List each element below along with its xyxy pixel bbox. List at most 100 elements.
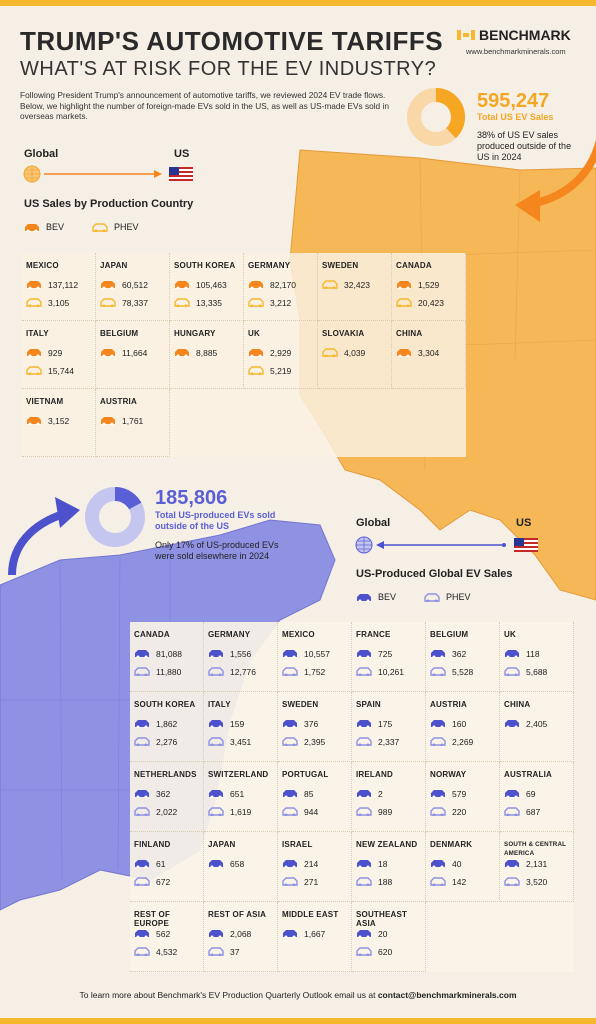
phev-row: 5,528 [430, 665, 499, 678]
bev-car-icon [134, 929, 150, 939]
bev-row: 137,112 [26, 278, 95, 291]
phev-row: 271 [282, 875, 351, 888]
bev-row: 8,885 [174, 346, 243, 359]
bev-value: 137,112 [48, 279, 79, 290]
phev-car-icon [134, 737, 150, 747]
country-cell: GERMANY 1,556 12,776 [204, 622, 278, 692]
bev-value: 8,885 [196, 347, 218, 358]
bev-car-icon [100, 348, 116, 358]
phev-row: 3,105 [26, 296, 95, 309]
bev-value: 562 [156, 928, 171, 939]
country-name: MEXICO [26, 261, 59, 270]
country-cell: IRELAND 2 989 [352, 762, 426, 832]
country-cell: SWEDEN 32,423 [318, 253, 392, 321]
bev-value: 20 [378, 928, 388, 939]
bev-value: 61 [156, 858, 166, 869]
bev-car-icon [248, 280, 264, 290]
bev-value: 10,557 [304, 648, 330, 659]
logo-text: BENCHMARK [479, 27, 571, 43]
us-flag-icon [514, 538, 538, 552]
phev-car-icon [26, 366, 42, 376]
country-name: CHINA [504, 700, 531, 709]
country-name: SPAIN [356, 700, 381, 709]
phev-value: 989 [378, 806, 393, 817]
phev-value: 5,219 [270, 365, 292, 376]
country-cell: SOUTHEAST ASIA 20 620 [352, 902, 426, 972]
bev-value: 60,512 [122, 279, 148, 290]
phev-car-icon [430, 877, 446, 887]
arrow-left-icon [376, 541, 384, 549]
bev-row: 61 [134, 857, 203, 870]
bev-row: 1,667 [282, 927, 351, 940]
flow-from-label: Global [24, 148, 59, 160]
country-name: PORTUGAL [282, 770, 329, 779]
bev-row: 3,304 [396, 346, 465, 359]
phev-value: 3,451 [230, 736, 252, 747]
phev-row: 1,619 [208, 805, 277, 818]
phev-car-icon [322, 280, 338, 290]
phev-car-icon [134, 947, 150, 957]
phev-value: 271 [304, 876, 319, 887]
country-name: SWITZERLAND [208, 770, 269, 779]
phev-row: 3,451 [208, 735, 277, 748]
phev-car-icon [248, 366, 264, 376]
footer-email[interactable]: contact@benchmarkminerals.com [377, 990, 517, 1000]
country-cell: CANADA 1,529 20,423 [392, 253, 466, 321]
phev-car-icon [174, 298, 190, 308]
bev-row: 160 [430, 717, 499, 730]
country-cell: MEXICO 137,112 3,105 [22, 253, 96, 321]
country-name: HUNGARY [174, 329, 216, 338]
country-cell: AUSTRALIA 69 687 [500, 762, 574, 832]
phev-car-icon [322, 348, 338, 358]
bev-row: 1,761 [100, 414, 169, 427]
country-cell: NEW ZEALAND 18 188 [352, 832, 426, 902]
country-cell: CHINA 2,405 [500, 692, 574, 762]
country-name: AUSTRIA [100, 397, 137, 406]
bev-row: 725 [356, 647, 425, 660]
country-cell: ISRAEL 214 271 [278, 832, 352, 902]
country-cell: CHINA 3,304 [392, 321, 466, 389]
country-cell: AUSTRIA 1,761 [96, 389, 170, 457]
bev-row: 2 [356, 787, 425, 800]
bev-row: 82,170 [248, 278, 317, 291]
bev-row: 159 [208, 717, 277, 730]
country-cell: MIDDLE EAST 1,667 [278, 902, 352, 972]
country-cell: SOUTH KOREA 105,463 13,335 [170, 253, 244, 321]
country-cell: DENMARK 40 142 [426, 832, 500, 902]
bev-car-icon [430, 789, 446, 799]
bev-car-icon [356, 929, 372, 939]
country-name: NORWAY [430, 770, 467, 779]
brand-logo: BENCHMARK [457, 27, 571, 43]
bev-car-icon [356, 859, 372, 869]
exports-legend: BEV PHEV [356, 592, 491, 602]
phev-car-icon [430, 807, 446, 817]
country-cell: ITALY 929 15,744 [22, 321, 96, 389]
phev-value: 3,105 [48, 297, 70, 308]
phev-value: 20,423 [418, 297, 444, 308]
country-name: CANADA [134, 630, 170, 639]
phev-car-icon [430, 667, 446, 677]
phev-car-icon [504, 877, 520, 887]
country-name: UK [248, 329, 260, 338]
bev-car-icon [356, 789, 372, 799]
phev-value: 78,337 [122, 297, 148, 308]
bev-value: 81,088 [156, 648, 182, 659]
bev-row: 10,557 [282, 647, 351, 660]
country-name: NETHERLANDS [134, 770, 197, 779]
bev-value: 1,667 [304, 928, 326, 939]
logo-url: www.benchmarkminerals.com [466, 47, 566, 56]
bev-car-icon [282, 859, 298, 869]
country-cell: MEXICO 10,557 1,752 [278, 622, 352, 692]
phev-value: 3,212 [270, 297, 292, 308]
bev-value: 118 [526, 648, 540, 659]
phev-value: 11,880 [156, 666, 182, 677]
bev-row: 40 [430, 857, 499, 870]
exports-total: 185,806 [155, 487, 228, 509]
phev-row: 32,423 [322, 278, 391, 291]
phev-car-icon [504, 807, 520, 817]
bev-row: 362 [134, 787, 203, 800]
bev-value: 3,152 [48, 415, 70, 426]
phev-car-icon [100, 298, 116, 308]
bev-row: 2,068 [208, 927, 277, 940]
imports-total-label: Total US EV Sales [477, 112, 554, 122]
